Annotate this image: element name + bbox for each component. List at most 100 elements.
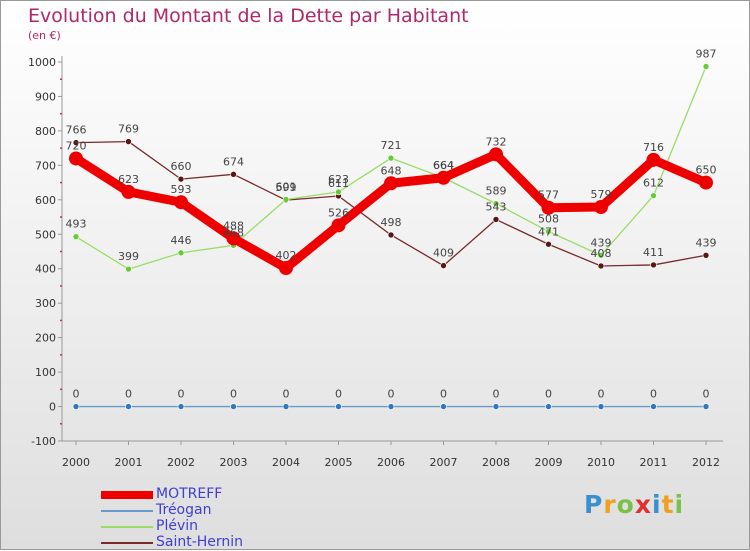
data-label: 446 bbox=[171, 234, 192, 247]
data-label: 402 bbox=[276, 249, 297, 262]
proxiti-logo: Proxiti bbox=[584, 490, 684, 519]
y-tick-label: 100 bbox=[35, 366, 56, 379]
data-label: 721 bbox=[381, 139, 402, 152]
logo-letter: o bbox=[616, 490, 635, 519]
legend-label: MOTREFF bbox=[156, 486, 223, 502]
data-label: 409 bbox=[433, 247, 454, 260]
data-label: 399 bbox=[118, 250, 139, 263]
data-point bbox=[702, 63, 710, 70]
y-tick-label: 900 bbox=[35, 90, 56, 103]
x-tick-label: 2008 bbox=[482, 456, 510, 469]
data-label: 0 bbox=[650, 388, 657, 401]
y-tick-label: 800 bbox=[35, 125, 56, 138]
x-tick-label: 2006 bbox=[377, 456, 405, 469]
legend-label: Plévin bbox=[156, 518, 198, 534]
legend-label: Tréogan bbox=[156, 502, 212, 518]
data-label: 0 bbox=[598, 388, 605, 401]
data-point bbox=[541, 200, 556, 215]
data-label: 674 bbox=[223, 155, 244, 168]
data-label: 0 bbox=[335, 388, 342, 401]
data-point bbox=[335, 188, 342, 196]
x-tick-label: 2002 bbox=[167, 456, 195, 469]
data-point bbox=[545, 240, 552, 248]
y-tick-label: 300 bbox=[35, 297, 56, 310]
data-label: 526 bbox=[328, 206, 349, 219]
data-point bbox=[230, 171, 237, 178]
data-label: 408 bbox=[591, 247, 612, 260]
data-point bbox=[650, 192, 657, 199]
x-tick-label: 2005 bbox=[325, 456, 353, 469]
data-point bbox=[384, 176, 398, 191]
data-point bbox=[72, 233, 80, 240]
data-point bbox=[279, 261, 293, 276]
data-point bbox=[226, 231, 241, 246]
legend-swatch bbox=[101, 526, 153, 528]
data-label: 720 bbox=[66, 139, 87, 152]
data-label: 593 bbox=[171, 183, 192, 196]
data-label: 660 bbox=[171, 160, 192, 173]
data-label: 508 bbox=[538, 213, 559, 226]
logo-letter: r bbox=[603, 490, 617, 519]
data-point bbox=[702, 403, 710, 410]
data-label: 716 bbox=[643, 141, 664, 154]
x-tick-label: 2001 bbox=[115, 456, 143, 469]
x-tick-label: 2007 bbox=[430, 456, 458, 469]
data-point bbox=[545, 228, 552, 235]
data-label: 0 bbox=[493, 388, 500, 401]
data-point bbox=[387, 154, 395, 162]
data-label: 0 bbox=[283, 388, 290, 401]
data-label: 0 bbox=[125, 388, 132, 401]
data-point bbox=[650, 261, 657, 269]
x-tick-label: 2009 bbox=[535, 456, 563, 469]
data-point bbox=[440, 403, 447, 410]
data-label: 589 bbox=[486, 185, 507, 198]
data-point bbox=[230, 403, 237, 410]
data-label: 543 bbox=[486, 200, 507, 213]
data-point bbox=[72, 403, 80, 410]
legend-swatch bbox=[101, 491, 153, 499]
data-point bbox=[597, 262, 605, 270]
data-point bbox=[387, 403, 395, 410]
data-point bbox=[69, 151, 83, 166]
logo-letter: i bbox=[652, 490, 662, 519]
data-point bbox=[121, 184, 136, 199]
data-label: 664 bbox=[433, 159, 454, 172]
data-label: 579 bbox=[591, 188, 612, 201]
data-label: 0 bbox=[703, 388, 710, 401]
data-point bbox=[125, 265, 132, 273]
data-label: 648 bbox=[381, 164, 402, 177]
data-point bbox=[436, 170, 451, 185]
data-point bbox=[650, 403, 657, 410]
data-point bbox=[597, 251, 605, 259]
data-point bbox=[177, 175, 185, 183]
data-label: 439 bbox=[591, 236, 612, 249]
data-label: 411 bbox=[643, 246, 664, 259]
data-point bbox=[177, 249, 185, 257]
data-point bbox=[282, 196, 290, 203]
chart-subtitle: (en €) bbox=[28, 29, 61, 42]
data-point bbox=[492, 216, 500, 223]
logo-letter: x bbox=[634, 490, 652, 519]
logo-letter: t bbox=[661, 490, 675, 519]
data-point bbox=[440, 262, 447, 269]
data-label: 488 bbox=[223, 219, 244, 232]
data-label: 0 bbox=[440, 388, 447, 401]
logo-letter: P bbox=[584, 490, 604, 519]
data-label: 498 bbox=[381, 216, 402, 229]
x-tick-label: 2000 bbox=[62, 456, 90, 469]
data-point bbox=[387, 231, 395, 239]
data-label: 611 bbox=[328, 177, 349, 190]
data-label: 987 bbox=[696, 47, 717, 60]
data-label: 623 bbox=[118, 173, 139, 186]
data-point bbox=[594, 200, 608, 215]
data-label: 0 bbox=[230, 388, 237, 401]
y-tick-label: 400 bbox=[35, 263, 56, 276]
x-tick-label: 2010 bbox=[587, 456, 615, 469]
data-label: 439 bbox=[696, 236, 717, 249]
data-point bbox=[699, 175, 713, 190]
data-point bbox=[125, 403, 132, 410]
chart-title: Evolution du Montant de la Dette par Hab… bbox=[28, 5, 469, 27]
data-point bbox=[597, 403, 605, 410]
data-label: 623 bbox=[328, 173, 349, 186]
data-point bbox=[125, 138, 132, 145]
